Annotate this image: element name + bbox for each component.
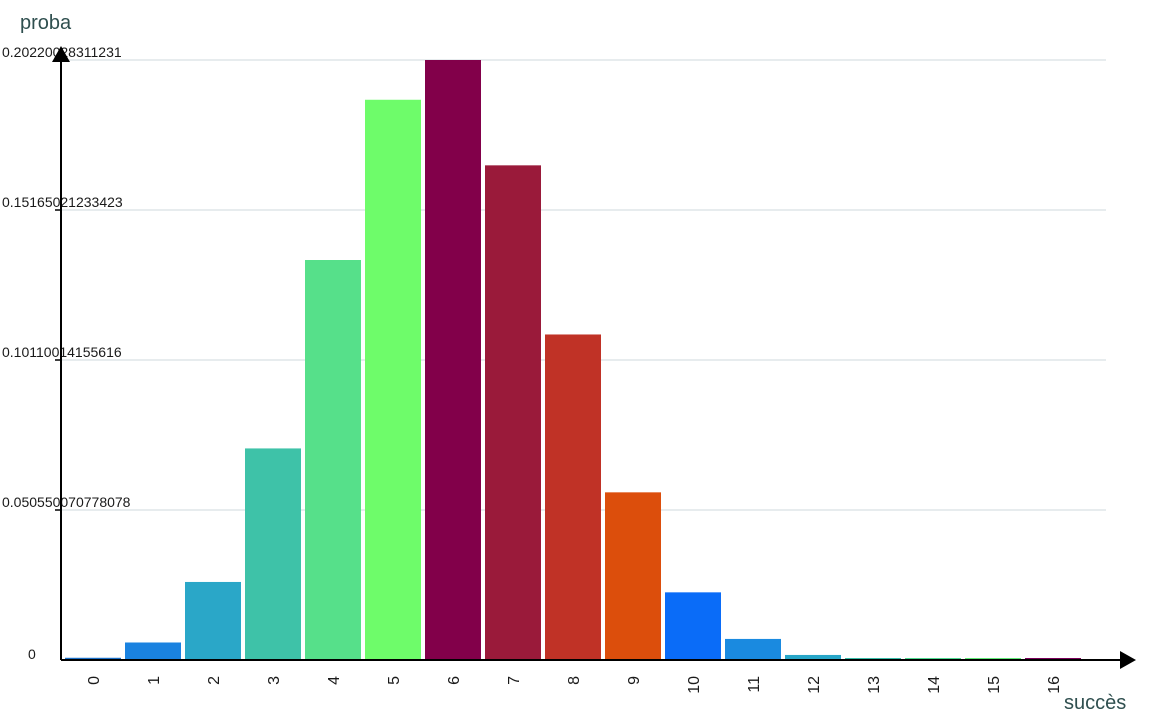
bar-10	[665, 592, 721, 660]
y-tick-labels: 00.0505500707780780.101100141556160.1516…	[2, 44, 131, 662]
y-tick-label: 0.15165021233423	[2, 194, 123, 210]
x-tick-label: 16	[1046, 676, 1063, 694]
x-tick-label: 5	[386, 676, 403, 685]
bar-8	[545, 334, 601, 660]
x-tick-label: 11	[746, 676, 763, 693]
bar-0	[65, 657, 121, 660]
bar-12	[785, 654, 841, 660]
x-tick-label: 13	[866, 676, 883, 694]
bar-6	[425, 60, 481, 660]
bar-11	[725, 638, 781, 660]
x-tick-labels: 0 1 2 3 4 5 6 7 8 9 10 11 12 13 14 15 16	[86, 676, 1063, 694]
x-tick-label: 15	[986, 676, 1003, 694]
y-axis-label: proba	[20, 12, 72, 34]
x-tick-label: 3	[266, 676, 283, 685]
x-axis-arrow	[1120, 651, 1136, 669]
x-tick-label: 14	[926, 676, 943, 694]
x-tick-label: 4	[326, 676, 343, 685]
bar-3	[245, 448, 301, 660]
x-tick-label: 10	[686, 676, 703, 694]
x-tick-label: 1	[146, 676, 163, 685]
y-tick-label: 0	[28, 646, 36, 662]
x-tick-label: 7	[506, 676, 523, 685]
x-tick-label: 12	[806, 676, 823, 694]
x-axis-label: succès	[1064, 692, 1126, 714]
bar-1	[125, 642, 181, 660]
y-tick-label: 0.050550070778078	[2, 494, 131, 510]
x-tick-label: 6	[446, 676, 463, 685]
x-tick-label: 0	[86, 676, 103, 685]
bars	[65, 60, 1081, 661]
bar-9	[605, 492, 661, 660]
bar-5	[365, 99, 421, 660]
x-tick-label: 8	[566, 676, 583, 685]
x-tick-label: 2	[206, 676, 223, 685]
bar-4	[305, 260, 361, 660]
y-axis-arrow	[52, 46, 70, 62]
bar-2	[185, 581, 241, 660]
bar-7	[485, 165, 541, 661]
x-tick-label: 9	[626, 676, 643, 685]
